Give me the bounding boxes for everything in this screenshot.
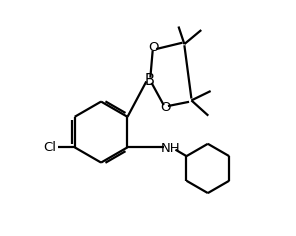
Text: O: O [160, 101, 171, 114]
Text: NH: NH [160, 142, 180, 155]
Text: O: O [149, 41, 159, 54]
Text: Cl: Cl [43, 141, 56, 154]
Text: B: B [144, 73, 154, 88]
